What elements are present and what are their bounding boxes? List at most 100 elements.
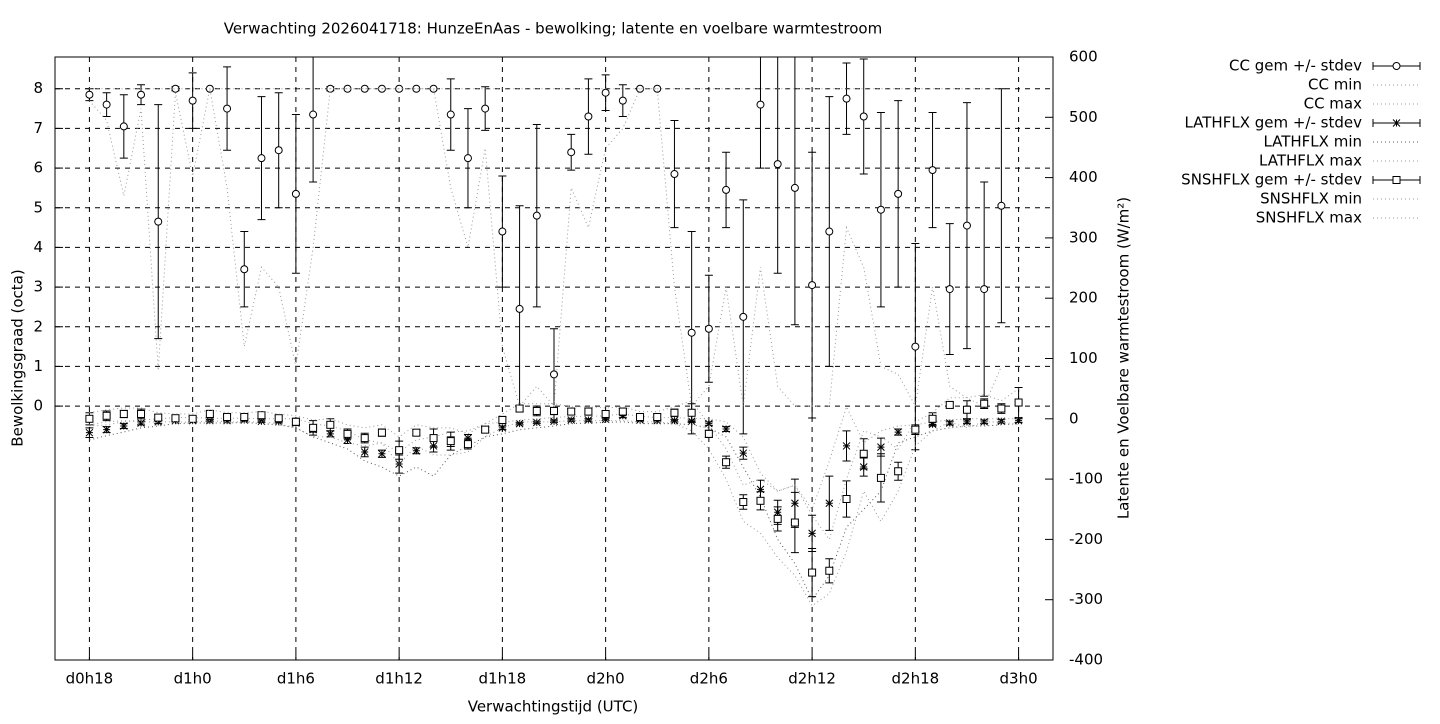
data-point	[532, 211, 541, 220]
data-point	[412, 446, 421, 455]
data-point	[876, 205, 885, 214]
data-point	[188, 96, 197, 105]
data-point	[412, 428, 421, 437]
data-point	[997, 201, 1006, 210]
data-point	[773, 160, 782, 169]
y-tick-label: 0	[33, 397, 43, 415]
data-point	[584, 416, 593, 424]
data-point	[515, 304, 524, 313]
x-tick-label: d1h6	[277, 670, 315, 688]
y-tick-label: 8	[33, 79, 43, 97]
data-point	[739, 312, 748, 321]
data-point	[1014, 416, 1023, 425]
data-point	[550, 370, 558, 379]
y-tick-label: 5	[33, 198, 43, 216]
data-point	[825, 566, 834, 575]
data-point	[722, 185, 731, 194]
data-point	[808, 568, 817, 577]
data-point	[756, 100, 765, 109]
data-point	[119, 409, 128, 418]
data-point	[567, 416, 576, 424]
data-point	[980, 399, 989, 408]
data-point	[894, 428, 902, 436]
data-point	[240, 265, 249, 274]
data-point	[825, 227, 834, 236]
data-point	[842, 442, 851, 450]
data-point	[618, 411, 627, 420]
data-point	[102, 100, 111, 109]
data-point	[894, 189, 903, 198]
y2-tick-label: 0	[1069, 409, 1079, 427]
data-point	[137, 419, 145, 427]
y2-tick-label: -300	[1069, 590, 1103, 608]
data-point	[601, 88, 610, 97]
data-point	[85, 428, 94, 437]
data-point	[584, 407, 593, 416]
range-line	[89, 421, 1019, 601]
data-point	[412, 84, 421, 93]
data-point	[309, 423, 318, 432]
range-line	[89, 88, 1002, 408]
data-point	[825, 499, 834, 508]
data-point	[808, 529, 816, 538]
data-point	[463, 154, 472, 163]
data-point	[188, 414, 197, 423]
y2-tick-label: 300	[1069, 228, 1098, 246]
data-point	[446, 437, 455, 446]
y2-tick-label: 600	[1069, 48, 1098, 66]
data-point	[894, 467, 903, 476]
data-point	[102, 425, 111, 434]
data-point	[119, 122, 128, 131]
data-point	[343, 436, 352, 444]
legend-marker	[1392, 119, 1401, 127]
data-point	[963, 417, 971, 426]
y-tick-label: 2	[33, 317, 43, 335]
data-point	[859, 449, 868, 458]
y-axis-label: Bewolkingsgraad (octa)	[9, 269, 27, 446]
data-point	[137, 409, 146, 418]
y2-tick-label: -200	[1069, 530, 1103, 548]
range-line	[89, 388, 1019, 541]
data-point	[223, 104, 232, 113]
data-point	[962, 221, 971, 230]
data-point	[980, 285, 989, 294]
data-point	[618, 96, 627, 105]
data-point	[377, 428, 386, 437]
data-point	[326, 430, 335, 438]
y2-tick-label: 400	[1069, 168, 1098, 186]
legend-label: CC gem +/- stdev	[1229, 57, 1362, 75]
legend-label: LATHFLX max	[1259, 152, 1362, 170]
data-point	[309, 110, 318, 119]
data-point	[704, 324, 713, 333]
y-tick-label: 3	[33, 278, 43, 296]
data-point	[326, 420, 335, 429]
data-point	[739, 449, 748, 458]
data-point	[670, 170, 679, 179]
x-tick-label: d2h12	[788, 670, 836, 688]
data-point	[773, 514, 782, 523]
data-point	[515, 419, 524, 428]
data-point	[223, 412, 232, 421]
data-point	[85, 90, 94, 99]
y2-tick-label: 500	[1069, 108, 1098, 126]
legend-marker	[1392, 176, 1401, 184]
y-tick-label: 1	[33, 357, 43, 375]
data-point	[618, 407, 627, 416]
data-point	[291, 417, 300, 426]
x-tick-label: d1h12	[375, 670, 423, 688]
data-point	[980, 417, 989, 426]
data-point	[102, 411, 111, 420]
data-point	[567, 148, 576, 157]
y2-tick-label: -400	[1069, 651, 1103, 669]
data-point	[171, 414, 180, 423]
data-point	[240, 412, 249, 421]
x-tick-label: d1h0	[174, 670, 212, 688]
data-point	[704, 429, 713, 438]
legend-label: CC min	[1308, 76, 1362, 94]
data-point	[257, 154, 266, 163]
data-point	[343, 429, 352, 438]
data-point	[137, 90, 146, 99]
data-point	[842, 94, 851, 103]
chart-title: Verwachting 2026041718: HunzeEnAas - bew…	[224, 20, 882, 38]
y2-axis-label: Latente en Voelbare warmtestroom (W/m²)	[1115, 197, 1133, 519]
